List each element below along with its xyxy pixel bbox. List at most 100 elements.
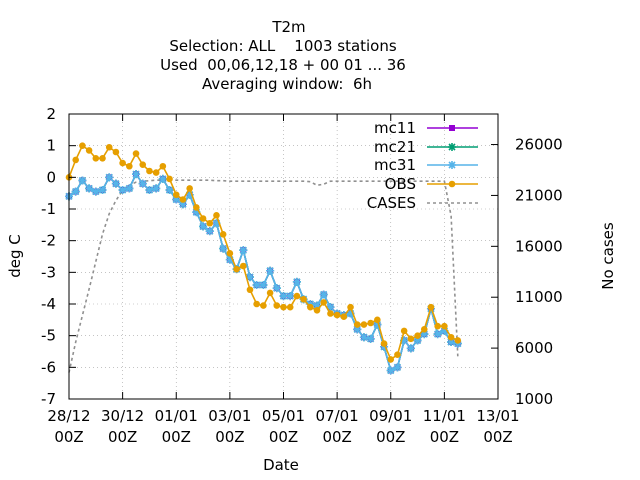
data-point	[239, 246, 248, 255]
ticks-layer: 2 1 0 -1 -2 -3 -4 -5 -6 -7 26000 21000 16000 11000 600…	[41, 105, 563, 446]
data-point	[125, 184, 134, 193]
data-point	[172, 191, 180, 199]
data-point	[71, 187, 80, 196]
chart-title: T2m	[271, 18, 305, 36]
y2-tick-label: 6000	[515, 339, 553, 357]
data-point	[246, 286, 254, 294]
data-point	[259, 281, 268, 289]
y-tick-label: 2	[46, 105, 56, 123]
legend-entry-cases: CASES	[367, 194, 478, 212]
legend-marker	[448, 143, 456, 151]
x-tick-label-day: 05/01	[262, 407, 305, 425]
data-point	[266, 289, 274, 297]
data-point	[394, 351, 401, 358]
data-point	[300, 295, 307, 303]
x-tick-label-day: 07/01	[316, 407, 359, 425]
data-point	[146, 167, 153, 175]
data-point	[440, 326, 449, 335]
data-point	[420, 330, 429, 339]
data-point	[152, 184, 161, 193]
data-point	[139, 161, 147, 168]
data-point	[353, 321, 361, 328]
data-point	[260, 302, 267, 309]
y-tick-label: -6	[41, 358, 56, 376]
data-point	[225, 255, 234, 264]
y-tick-label: -4	[41, 295, 56, 313]
y2-tick-label: 16000	[515, 237, 563, 255]
data-point	[226, 250, 234, 257]
x-tick-label-hour: 00Z	[108, 428, 137, 446]
data-point	[353, 325, 362, 334]
legend-label: mc31	[374, 156, 416, 174]
data-point	[79, 142, 86, 149]
data-point	[166, 175, 173, 183]
data-point	[85, 184, 94, 193]
x-tick-label-hour: 00Z	[54, 428, 83, 446]
data-point	[91, 187, 100, 196]
data-point	[333, 311, 341, 319]
data-point	[165, 186, 174, 194]
data-point	[272, 284, 281, 293]
data-point	[407, 335, 415, 343]
data-point	[172, 195, 181, 204]
data-point	[98, 186, 107, 194]
x-tick-label-hour: 00Z	[215, 428, 244, 446]
data-point	[286, 303, 294, 311]
data-point	[233, 265, 240, 273]
data-point	[319, 290, 328, 299]
data-point	[447, 338, 456, 346]
data-point	[112, 148, 120, 156]
legend-marker	[448, 161, 456, 169]
data-point	[359, 333, 368, 342]
legend-label: mc11	[374, 119, 416, 137]
data-point	[138, 179, 147, 188]
data-point	[126, 162, 133, 170]
y-axis-label: deg C	[6, 234, 24, 278]
y2-tick-label: 26000	[515, 136, 563, 154]
data-point	[433, 330, 442, 339]
legend-marker	[448, 180, 456, 188]
legend-label: mc21	[374, 138, 416, 156]
data-point	[387, 356, 395, 363]
chart-subtitle-line-2: Used 00,06,12,18 + 00 01 ... 36	[160, 56, 406, 74]
series-line-cases	[68, 179, 459, 373]
data-point	[380, 340, 388, 347]
legend-label: CASES	[367, 194, 416, 212]
legend-entry-obs: OBS	[385, 175, 478, 193]
chart-subtitle-line-1: Selection: ALL 1003 stations	[169, 37, 397, 55]
data-point	[400, 336, 409, 345]
y-tick-label: -2	[41, 232, 56, 250]
grid-layer	[69, 114, 498, 399]
y-tick-label: 1	[46, 137, 56, 155]
x-tick-label-day: 11/01	[423, 407, 466, 425]
data-point	[178, 200, 187, 209]
data-point	[92, 155, 100, 162]
data-point	[99, 155, 106, 162]
legend-marker	[449, 125, 455, 131]
data-point	[326, 303, 335, 312]
y-tick-label: -3	[41, 263, 56, 281]
data-point	[186, 185, 193, 192]
data-point	[447, 333, 455, 341]
data-point	[245, 273, 254, 282]
data-point	[253, 300, 260, 308]
data-point	[78, 176, 87, 185]
data-point	[205, 227, 214, 236]
data-point	[366, 334, 375, 343]
data-point	[159, 162, 167, 170]
legend-label: OBS	[385, 175, 416, 193]
data-point	[118, 186, 127, 194]
data-point	[320, 299, 328, 306]
data-point	[286, 292, 295, 301]
data-point	[105, 143, 113, 151]
data-point	[206, 219, 214, 227]
data-point	[454, 337, 462, 344]
data-point	[373, 320, 382, 329]
x-tick-label-hour: 00Z	[376, 428, 405, 446]
data-point	[185, 190, 194, 199]
data-point	[414, 332, 421, 339]
data-point	[199, 222, 208, 231]
series-obs	[65, 142, 462, 363]
